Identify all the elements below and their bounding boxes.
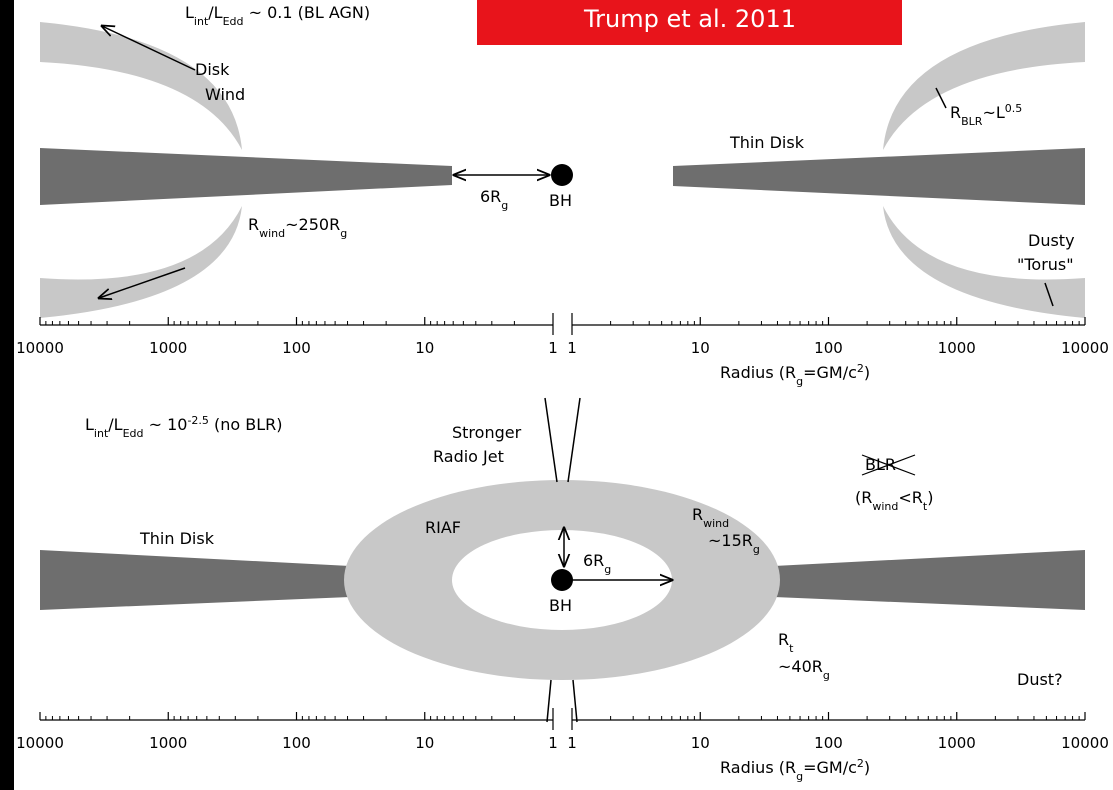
text-part: ) [864,363,870,382]
black-hole [551,164,573,186]
tick-label: 1000 [938,734,976,752]
text-part: -2.5 [187,414,208,427]
label-wind: Wind [205,85,245,104]
text-part: Radio Jet [433,447,504,466]
text-part: ~40R [778,657,823,676]
text-part: RIAF [425,518,461,537]
text-part: g [796,770,803,783]
label-thin-disk: Thin Disk [729,133,805,152]
black-hole [551,569,573,591]
tick-label: 1 [567,734,577,752]
tick-label: 1 [567,339,577,357]
text-part: ~ 0.1 (BL AGN) [244,3,371,22]
text-part: wind [872,500,898,513]
text-part: ) [864,758,870,777]
text-part: R [692,505,703,524]
text-part: 6R [480,187,501,206]
label-dust: Dust? [1017,670,1063,689]
tick-label: 100 [282,734,311,752]
label-blr: BLR [865,455,896,474]
text-part: BH [549,191,572,210]
label-disk: Disk [195,60,230,79]
text-part: int [194,15,209,28]
text-part: "Torus" [1017,255,1074,274]
label-stronger: Stronger [452,423,522,442]
text-part: R [950,103,961,122]
text-part: g [753,543,760,556]
text-part: wind [259,227,285,240]
text-part: Thin Disk [139,529,215,548]
text-part: Edd [123,427,144,440]
text-part: g [796,375,803,388]
tick-label: 10 [415,734,434,752]
text-part: Disk [195,60,230,79]
text-part: R [248,215,259,234]
text-part: g [823,669,830,682]
text-part: =GM/c [803,363,857,382]
tick-label: 10 [691,734,710,752]
text-part: g [340,227,347,240]
text-part: g [604,563,611,576]
text-part: /L [108,415,122,434]
tick-label: 10000 [1061,339,1109,357]
text-part: Dust? [1017,670,1063,689]
text-part: ~15R [708,531,753,550]
text-part: (no BLR) [209,415,283,434]
text-part: wind [703,517,729,530]
tick-label: 100 [814,339,843,357]
label-torus: "Torus" [1017,255,1074,274]
label-bh: BH [549,191,572,210]
credit: Trump et al. 2011 [583,5,796,33]
text-part: g [501,199,508,212]
tick-label: 100 [814,734,843,752]
text-part: Wind [205,85,245,104]
tick-label: 1 [548,339,558,357]
tick-label: 100 [282,339,311,357]
text-part: BLR [961,115,983,128]
text-part: 2 [857,362,864,375]
tick-label: 1 [548,734,558,752]
text-part: 0.5 [1005,102,1023,115]
text-part: L [85,415,94,434]
text-part: BH [549,596,572,615]
text-part: =GM/c [803,758,857,777]
text-part: ~ 10 [144,415,188,434]
figure: Trump et al. 2011 Lint/LEdd ~ 0.1 (BL AG… [0,0,1113,790]
text-part: 6R [583,551,604,570]
label-radio-jet: Radio Jet [433,447,504,466]
text-part: /L [208,3,222,22]
tick-label: 1000 [149,734,187,752]
label-bh: BH [549,596,572,615]
text-part: t [789,642,794,655]
text-part: Stronger [452,423,522,442]
text-part: int [94,427,109,440]
text-part: BLR [865,455,896,474]
text-part: ~L [982,103,1004,122]
text-part: Radius (R [720,758,796,777]
tick-label: 10000 [16,734,64,752]
tick-label: 1000 [149,339,187,357]
text-part: 2 [857,757,864,770]
text-part: <R [898,488,923,507]
text-part: ~250R [285,215,340,234]
text-part: (R [855,488,872,507]
text-part: L [185,3,194,22]
tick-label: 10 [415,339,434,357]
text-part: ) [927,488,933,507]
text-part: Edd [223,15,244,28]
tick-label: 10000 [16,339,64,357]
tick-label: 10000 [1061,734,1109,752]
tick-label: 1000 [938,339,976,357]
text-part: Radius (R [720,363,796,382]
tick-label: 10 [691,339,710,357]
label-dusty: Dusty [1028,231,1075,250]
text-part: Dusty [1028,231,1075,250]
text-part: Thin Disk [729,133,805,152]
label-riaf: RIAF [425,518,461,537]
text-part: R [778,630,789,649]
label-thin-disk: Thin Disk [139,529,215,548]
